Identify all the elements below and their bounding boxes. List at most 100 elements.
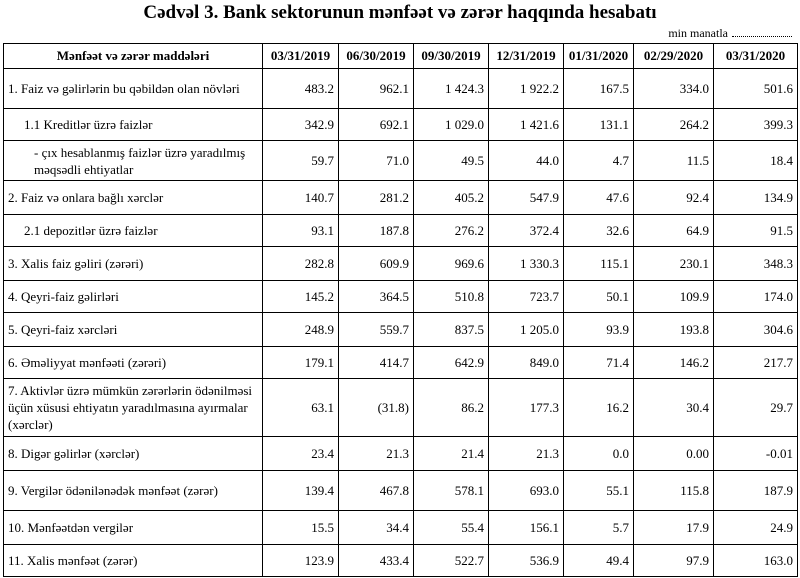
cell-value: 467.8 [338,470,414,511]
cell-value: 0.0 [563,436,634,471]
cell-value: 969.6 [413,246,489,281]
unit: min manatla [668,26,728,40]
cell-value: 131.1 [563,108,634,141]
cell-value: 433.4 [338,544,414,577]
cell-value: (31.8) [338,378,414,437]
cell-value: 50.1 [563,280,634,313]
cell-value: 1 205.0 [488,312,564,347]
cell-value: 15.5 [262,510,339,545]
cell-value: 578.1 [413,470,489,511]
cell-value: 49.4 [563,544,634,577]
table-row: 11. Xalis mənfəət (zərər) 123.9 433.4 522.7… [3,544,798,577]
cell-value: 93.9 [563,312,634,347]
cell-value: 342.9 [262,108,339,141]
cell-value: 1 922.2 [488,68,564,109]
row-label: - çıx hesablanmış faizlər üzrə yaradılmı… [3,140,263,181]
cell-value: 92.4 [633,180,714,215]
cell-value: 522.7 [413,544,489,577]
row-label: 2.1 depozitlər üzrə faizlər [3,214,263,247]
row-label: 10. Mənfəətdən vergilər [3,510,263,545]
cell-value: 187.8 [338,214,414,247]
cell-value: 693.0 [488,470,564,511]
table-row: 6. Əməliyyat mənfəəti (zərəri) 179.1 414.7… [3,346,798,379]
row-label: 7. Aktivlər üzrə mümkün zərərlərin ödəni… [3,378,263,437]
cell-value: 837.5 [413,312,489,347]
cell-value: 145.2 [262,280,339,313]
cell-value: 1 330.3 [488,246,564,281]
row-label: 3. Xalis faiz gəliri (zərəri) [3,246,263,281]
column-header: 06/30/2019 [338,43,414,69]
column-header: 09/30/2019 [413,43,489,69]
cell-value: 63.1 [262,378,339,437]
cell-value: 230.1 [633,246,714,281]
table-body: 1. Faiz və gəlirlərin bu qəbildən olan n… [3,68,798,577]
column-header: 02/29/2020 [633,43,714,69]
cell-value: 217.7 [713,346,798,379]
cell-value: 849.0 [488,346,564,379]
column-header: 03/31/2020 [713,43,798,69]
cell-value: 1 421.6 [488,108,564,141]
table-row: 1. Faiz və gəlirlərin bu qəbildən olan n… [3,68,798,109]
cell-value: 962.1 [338,68,414,109]
table-row: 1.1 Kreditlər üzrə faizlər 342.9 692.1 1 02… [3,108,798,141]
cell-value: 1 029.0 [413,108,489,141]
cell-value: 167.5 [563,68,634,109]
cell-value: 17.9 [633,510,714,545]
column-header: 12/31/2019 [488,43,564,69]
cell-value: 64.9 [633,214,714,247]
cell-value: 483.2 [262,68,339,109]
cell-value: 179.1 [262,346,339,379]
row-label: 2. Faiz və onlara bağlı xərclər [3,180,263,215]
cell-value: 16.2 [563,378,634,437]
row-label: 1. Faiz və gəlirlərin bu qəbildən olan n… [3,68,263,109]
cell-value: 55.1 [563,470,634,511]
header-row: Mənfəət və zərər maddələri 03/31/2019 06/3… [3,43,798,69]
cell-value: 115.1 [563,246,634,281]
row-label: 1.1 Kreditlər üzrə faizlər [3,108,263,141]
cell-value: 193.8 [633,312,714,347]
table-row: - çıx hesablanmış faizlər üzrə yaradılmı… [3,140,798,181]
cell-value: 547.9 [488,180,564,215]
column-header: Mənfəət və zərər maddələri [3,43,263,69]
cell-value: 399.3 [713,108,798,141]
cell-value: 91.5 [713,214,798,247]
cell-value: 187.9 [713,470,798,511]
table-row: 8. Digər gəlirlər (xərclər) 23.4 21.3 21.4 2… [3,436,798,471]
column-header: 01/31/2020 [563,43,634,69]
table-row: 2. Faiz və onlara bağlı xərclər 140.7 281.… [3,180,798,215]
cell-value: 86.2 [413,378,489,437]
cell-value: 501.6 [713,68,798,109]
cell-value: 11.5 [633,140,714,181]
cell-value: 21.3 [338,436,414,471]
report-table: Mənfəət və zərər maddələri 03/31/2019 06/3… [3,43,798,577]
table-row: 10. Mənfəətdən vergilər 15.5 34.4 55.4 156.1… [3,510,798,545]
cell-value: 47.6 [563,180,634,215]
table-row: 2.1 depozitlər üzrə faizlər 93.1 187.8 276.… [3,214,798,247]
cell-value: 156.1 [488,510,564,545]
cell-value: 264.2 [633,108,714,141]
cell-value: 24.9 [713,510,798,545]
cell-value: 44.0 [488,140,564,181]
row-label: 11. Xalis mənfəət (zərər) [3,544,263,577]
cell-value: 536.9 [488,544,564,577]
cell-value: 21.4 [413,436,489,471]
column-header: 03/31/2019 [262,43,339,69]
cell-value: 29.7 [713,378,798,437]
cell-value: 1 424.3 [413,68,489,109]
cell-value: 49.5 [413,140,489,181]
cell-value: 414.7 [338,346,414,379]
cell-value: 23.4 [262,436,339,471]
table-row: 3. Xalis faiz gəliri (zərəri) 282.8 609.9 9… [3,246,798,281]
cell-value: 123.9 [262,544,339,577]
cell-value: -0.01 [713,436,798,471]
cell-value: 139.4 [262,470,339,511]
cell-value: 5.7 [563,510,634,545]
cell-value: 115.8 [633,470,714,511]
cell-value: 140.7 [262,180,339,215]
cell-value: 4.7 [563,140,634,181]
cell-value: 510.8 [413,280,489,313]
row-label: 6. Əməliyyat mənfəəti (zərəri) [3,346,263,379]
unit-note: min manatla [668,26,792,41]
row-label: 5. Qeyri-faiz xərcləri [3,312,263,347]
